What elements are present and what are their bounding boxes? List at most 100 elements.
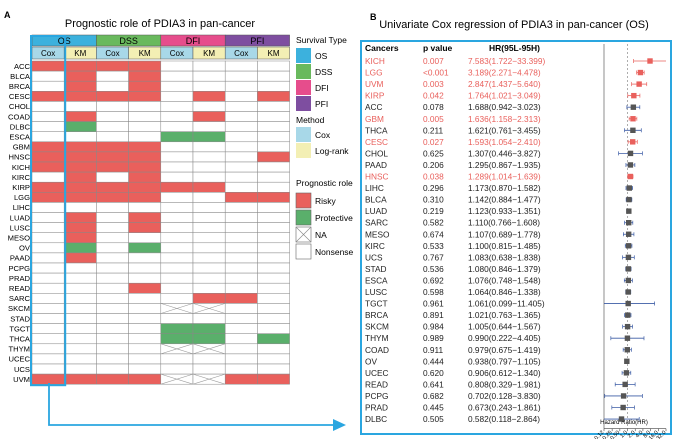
hr-point (647, 58, 653, 64)
row-hr-text: 0.990(0.222−4.405) (468, 333, 541, 343)
legend-label: NA (315, 230, 327, 240)
heatmap-cell (160, 121, 194, 132)
hr-point (624, 347, 630, 353)
heatmap-cell (192, 131, 226, 143)
row-cancer: MESO (365, 229, 390, 239)
heatmap-cell (63, 141, 97, 153)
heatmap-cell (160, 282, 194, 294)
hr-point (631, 92, 637, 99)
heatmap-cell (257, 242, 290, 254)
cancer-label: READ (9, 284, 31, 293)
cancer-label: GBM (13, 143, 30, 152)
heatmap-cell (128, 323, 162, 334)
heatmap-cell (192, 222, 226, 233)
heatmap-cell (31, 343, 65, 355)
heatmap-cell (224, 181, 258, 193)
method-header-km (257, 46, 290, 60)
heatmap-cell (257, 343, 290, 355)
row-hr-text: 1.764(1.021−3.049) (468, 91, 541, 101)
heatmap-cell (160, 353, 194, 365)
heatmap-legend: Survival Type OS DSS DFI PFI Method Cox Log-ran… (295, 35, 354, 260)
legend-swatch-pfi (296, 96, 311, 111)
heatmap-cell (224, 373, 258, 385)
hr-point (627, 150, 634, 157)
heatmap-cell (257, 373, 290, 385)
cancer-label: UCEC (8, 355, 30, 364)
row-cancer: SKCM (365, 322, 389, 332)
row-cancer: KIRP (365, 91, 385, 101)
row-hr-text: 1.621(0.761−3.455) (468, 125, 541, 135)
legend-label: Log-rank (315, 146, 349, 156)
row-hr-text: 1.307(0.446−3.827) (468, 148, 541, 158)
group-header-label: PFI (250, 36, 264, 46)
heatmap-cell (257, 171, 290, 183)
heatmap-cell (128, 101, 162, 112)
heatmap-cell (192, 80, 226, 92)
heatmap-cell (192, 202, 226, 213)
heatmap-cell (31, 252, 65, 264)
heatmap-cell (128, 60, 162, 72)
forest-table-box (360, 40, 672, 435)
heatmap-cell (257, 272, 290, 284)
heatmap-cell (128, 141, 162, 153)
cancer-label: CHOL (9, 102, 30, 111)
heatmap-cell (160, 171, 194, 183)
row-hr-text: 1.142(0.884−1.477) (468, 195, 541, 205)
heatmap-cell (31, 70, 65, 82)
heatmap-cell (257, 353, 290, 365)
row-pvalue: 0.444 (423, 356, 444, 366)
forest-x-axis-label: Hazard Ratio(HR) (600, 420, 648, 426)
cancer-label: BLCA (10, 72, 31, 81)
heatmap-cell (128, 333, 162, 345)
heatmap-cell (160, 272, 194, 284)
row-cancer: SARC (365, 218, 388, 228)
heatmap-cell (63, 333, 97, 345)
heatmap-cell (31, 141, 65, 153)
row-cancer: STAD (365, 264, 387, 274)
heatmap-cell (128, 111, 162, 122)
row-pvalue: 0.911 (423, 345, 444, 355)
method-header-label: Cox (170, 49, 184, 58)
heatmap-cell (257, 232, 290, 244)
heatmap-cell (192, 353, 226, 365)
heatmap-cell (160, 91, 194, 102)
cancer-label: ACC (14, 62, 31, 71)
heatmap-cell (257, 293, 290, 304)
legend-label: Nonsense (315, 247, 354, 257)
heatmap-cell (63, 343, 97, 355)
heatmap-cell (128, 222, 162, 233)
group-header-pfi (224, 34, 290, 47)
row-cancer: COAD (365, 345, 389, 355)
row-pvalue: 0.027 (423, 137, 444, 147)
row-pvalue: 0.445 (423, 403, 444, 413)
heatmap-cell (192, 181, 226, 193)
heatmap-cell (96, 181, 129, 193)
heatmap-cell (128, 232, 162, 244)
cancer-label: PAAD (10, 254, 31, 263)
heatmap-cell (96, 141, 129, 153)
heatmap-cell (160, 222, 194, 233)
row-pvalue: 0.984 (423, 322, 444, 332)
heatmap-cell (160, 252, 194, 264)
heatmap-cell (128, 262, 162, 274)
heatmap-cell (257, 80, 290, 92)
hr-point (627, 162, 634, 168)
heatmap-cell (96, 232, 129, 244)
heatmap-cell (128, 242, 162, 254)
row-hr-text: 1.593(1.054−2.410) (468, 137, 541, 147)
x-tick-label: 2.0 (627, 430, 637, 439)
row-pvalue: 0.310 (423, 195, 444, 205)
cancer-label: MESO (8, 234, 30, 243)
hr-point (620, 404, 626, 411)
na-cross-line (160, 343, 194, 355)
row-cancer: PRAD (365, 403, 388, 413)
heatmap-cell (63, 60, 97, 72)
heatmap-cell (96, 252, 129, 264)
x-tick-label: 8.0 (642, 430, 652, 439)
heatmap-cell (63, 282, 97, 294)
heatmap-cell (96, 131, 129, 143)
heatmap-cell (96, 70, 129, 82)
x-tick-label: 0.12 (594, 430, 606, 439)
heatmap-cell (160, 161, 194, 173)
